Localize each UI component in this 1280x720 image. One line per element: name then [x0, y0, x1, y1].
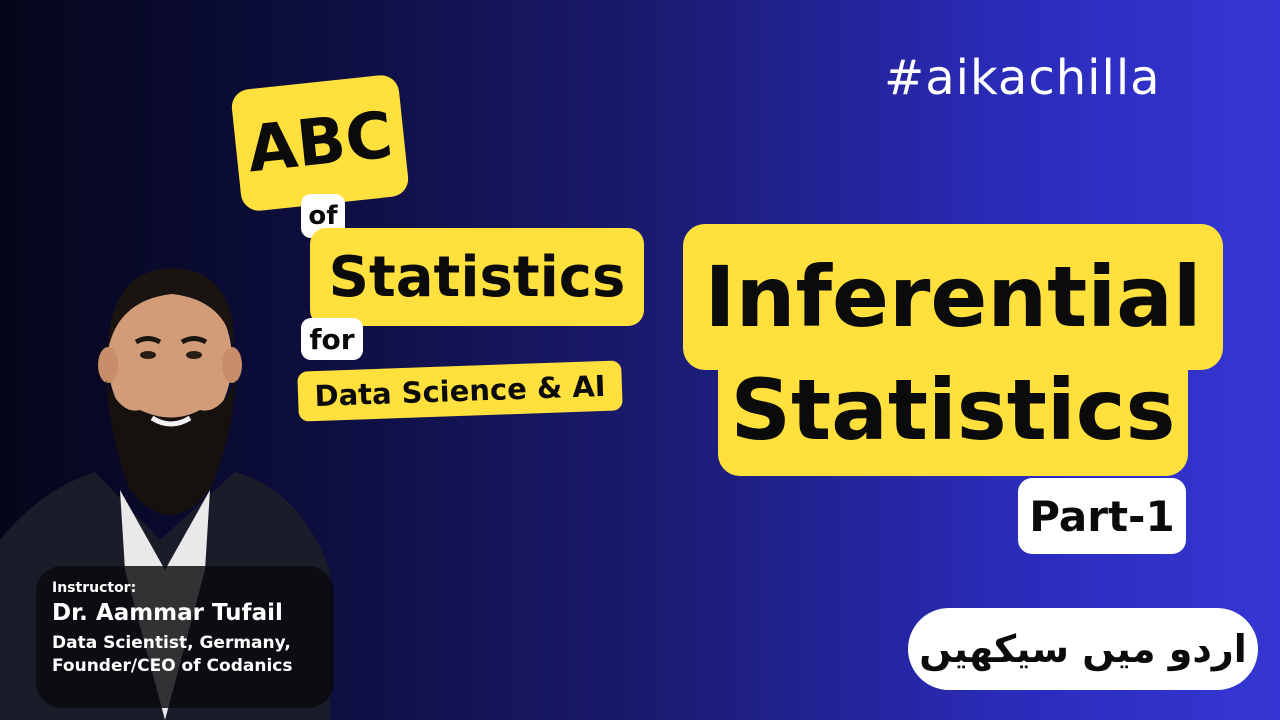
for-badge: for: [301, 318, 363, 360]
instructor-label: Instructor:: [52, 580, 137, 596]
statistics-badge: Statistics: [310, 228, 644, 326]
instructor-name: Dr. Aammar Tufail: [52, 600, 283, 626]
instructor-role-line2: Founder/CEO of Codanics: [52, 655, 293, 676]
part-badge: Part-1: [1018, 478, 1186, 554]
abc-badge: ABC: [230, 73, 410, 213]
instructor-card: Instructor: Dr. Aammar Tufail Data Scien…: [36, 566, 334, 708]
data-science-ai-badge: Data Science & AI: [297, 360, 623, 422]
urdu-label-pill: اردو میں سیکھیں: [908, 608, 1258, 690]
instructor-role-line1: Data Scientist, Germany,: [52, 633, 291, 653]
topic-inferential-badge: Inferential: [683, 224, 1223, 370]
hashtag-title: #aikachilla: [884, 50, 1161, 106]
